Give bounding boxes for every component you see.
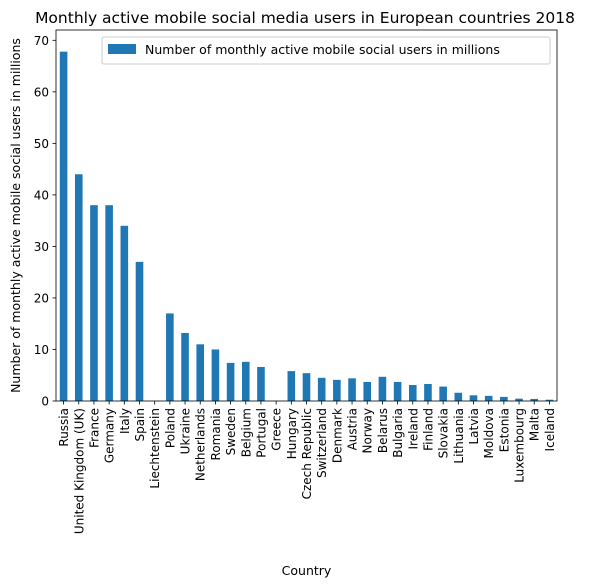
bar-moldova [484, 395, 493, 401]
x-tick-label: Iceland [543, 408, 557, 451]
y-tick-label: 70 [34, 34, 49, 48]
bar-czech-republic [302, 373, 311, 401]
y-tick-label: 30 [34, 240, 49, 254]
x-tick-label: Moldova [482, 408, 496, 458]
x-tick-label: Austria [346, 408, 360, 450]
x-tick-label: Belgium [239, 408, 253, 457]
bar-poland [166, 313, 174, 401]
bar-united-kingdom-uk [74, 174, 83, 401]
bar-finland [424, 383, 432, 401]
bar-hungary [287, 371, 296, 401]
x-tick-label: Romania [209, 408, 223, 460]
y-tick-label: 60 [34, 85, 49, 99]
bar-ukraine [181, 332, 189, 401]
x-tick-label: Finland [421, 408, 435, 451]
y-tick-label: 40 [34, 188, 49, 202]
plot-frame [55, 29, 558, 402]
bar-portugal [257, 366, 265, 401]
bar-belgium [241, 361, 250, 401]
bar-sweden [226, 362, 235, 401]
bars [59, 51, 554, 402]
x-tick-label: Luxembourg [513, 408, 527, 483]
bar-latvia [469, 395, 478, 401]
bar-iceland [545, 399, 554, 401]
y-tick-label: 50 [34, 137, 49, 151]
legend-box [101, 36, 551, 65]
bar-spain [135, 261, 144, 401]
x-tick-label: Denmark [330, 408, 344, 463]
bar-lithuania [454, 392, 463, 401]
x-axis: Russia United Kingdom (UK) France Germany It… [57, 401, 557, 534]
chart-title: Monthly active mobile social media users… [35, 9, 575, 27]
x-tick-label: Italy [118, 408, 132, 434]
bar-austria [348, 378, 356, 401]
x-tick-label: Portugal [254, 408, 268, 458]
bar-luxembourg [515, 398, 523, 401]
bar-bulgaria [393, 381, 402, 401]
x-tick-label: Estonia [497, 408, 511, 452]
x-axis-label: Country [282, 563, 332, 578]
x-tick-label: Ireland [406, 408, 420, 450]
bar-italy [120, 225, 129, 401]
bar-france [90, 205, 98, 401]
x-tick-label: Switzerland [315, 408, 329, 478]
bar-estonia [500, 396, 508, 401]
x-tick-label: Czech Republic [300, 408, 314, 499]
x-tick-label: Latvia [467, 408, 481, 445]
x-tick-label: Germany [103, 408, 117, 463]
bar-russia [59, 51, 68, 402]
x-tick-label: Belarus [376, 408, 390, 453]
y-tick-label: 20 [34, 291, 49, 305]
y-axis: 0 10 20 30 40 50 60 70 [34, 34, 56, 409]
x-tick-label: Malta [528, 408, 542, 441]
x-tick-label: Netherlands [194, 408, 208, 481]
x-tick-label: Hungary [285, 408, 299, 459]
x-tick-label: Poland [163, 408, 177, 448]
x-tick-label: Greece [270, 408, 284, 451]
legend-swatch [108, 44, 136, 54]
y-axis-label: Number of monthly active mobile social u… [8, 38, 23, 393]
x-tick-label: United Kingdom (UK) [72, 408, 86, 534]
bar-belarus [378, 376, 387, 401]
x-tick-label: Norway [361, 408, 375, 454]
legend-label: Number of monthly active mobile social u… [145, 42, 500, 57]
bar-netherlands [196, 344, 205, 401]
bar-denmark [333, 379, 341, 401]
bar-norway [363, 381, 372, 401]
bar-slovakia [439, 386, 447, 401]
bar-romania [211, 349, 220, 401]
x-tick-label: Bulgaria [391, 408, 405, 458]
x-tick-label: Liechtenstein [148, 408, 162, 489]
bar-switzerland [317, 377, 326, 401]
x-tick-label: Slovakia [437, 408, 451, 458]
legend: Number of monthly active mobile social u… [101, 36, 551, 65]
x-tick-label: Russia [57, 408, 71, 447]
bar-germany [105, 205, 113, 401]
bar-malta [530, 398, 539, 401]
y-tick-label: 10 [34, 343, 49, 357]
x-tick-label: Lithuania [452, 408, 466, 464]
x-tick-label: Sweden [224, 408, 238, 455]
bar-ireland [408, 385, 417, 401]
x-tick-label: France [87, 408, 101, 448]
y-tick-label: 0 [41, 395, 49, 409]
x-tick-label: Ukraine [179, 408, 193, 454]
x-tick-label: Spain [133, 408, 147, 442]
